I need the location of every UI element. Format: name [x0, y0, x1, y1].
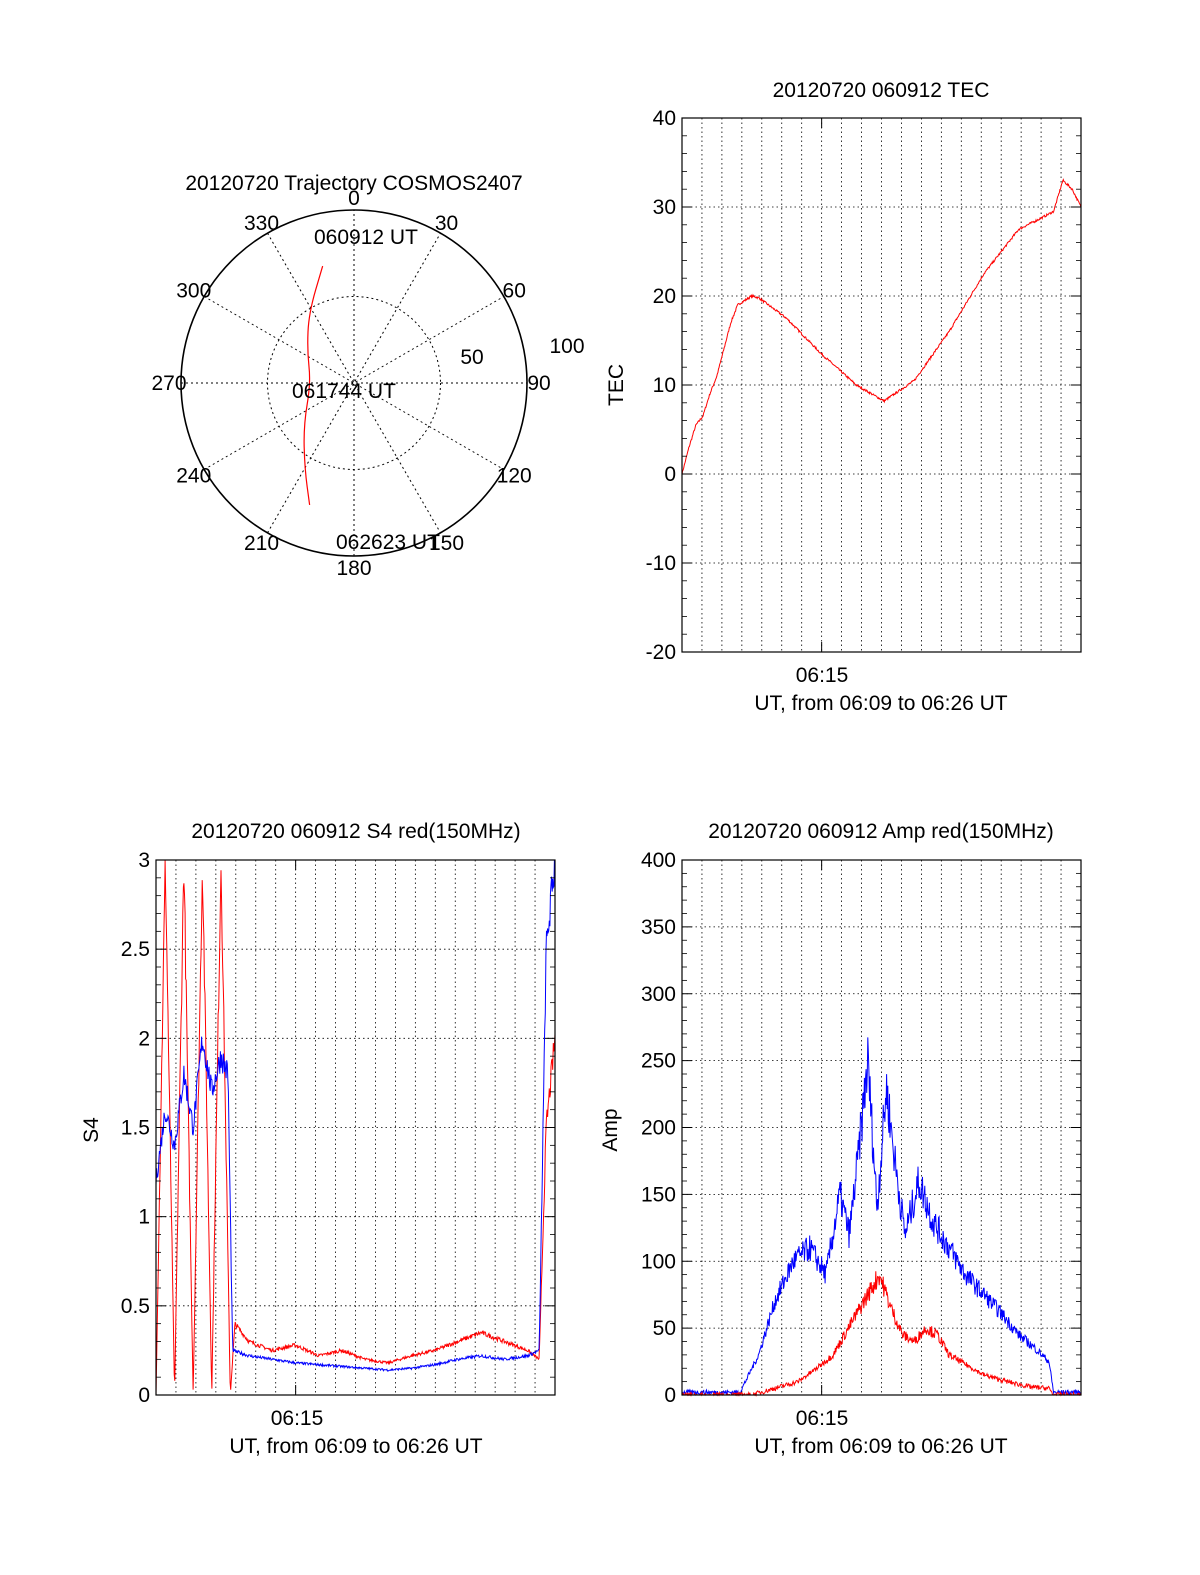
amp-ytick-label: 0 — [664, 1384, 676, 1407]
tec-xtick-label: 06:15 — [796, 664, 849, 687]
s4-panel: 20120720 060912 S4 red(150MHz) S4 06:15 … — [80, 820, 556, 1458]
amp-ytick-label: 200 — [641, 1117, 676, 1140]
radial-label-50: 50 — [460, 346, 483, 369]
s4-series-red — [155, 859, 556, 1395]
s4-ytick-label: 3 — [138, 849, 150, 872]
tec-xlabel: UT, from 06:09 to 06:26 UT — [754, 692, 1007, 715]
amp-grid — [682, 860, 1081, 1395]
angle-label: 120 — [497, 465, 532, 488]
tec-ytick-label: 20 — [653, 285, 676, 308]
tec-title: 20120720 060912 TEC — [773, 79, 990, 102]
tec-ytick-label: -10 — [646, 552, 676, 575]
amp-xtick-label: 06:15 — [796, 1407, 849, 1430]
amp-panel: 20120720 060912 Amp red(150MHz) Amp 06:1… — [599, 820, 1082, 1458]
s4-title: 20120720 060912 S4 red(150MHz) — [191, 820, 520, 843]
amp-ytick-label: 50 — [653, 1317, 676, 1340]
angle-label: 0 — [348, 187, 360, 210]
angle-label: 240 — [176, 465, 211, 488]
amp-title: 20120720 060912 Amp red(150MHz) — [708, 820, 1054, 843]
polar-grid — [180, 209, 528, 557]
angle-label: 300 — [176, 280, 211, 303]
tec-grid — [682, 118, 1081, 652]
angle-labels: 0 30 60 90 120 150 180 210 240 270 300 330 — [151, 187, 550, 580]
tec-ytick-label: 10 — [653, 374, 676, 397]
s4-ylabel: S4 — [80, 1117, 103, 1143]
time-label-mid: 061744 UT — [292, 380, 396, 403]
angle-label: 90 — [527, 372, 550, 395]
tec-series-red — [681, 178, 1082, 476]
angle-label: 210 — [244, 532, 279, 555]
amp-ytick-label: 150 — [641, 1183, 676, 1206]
tec-ytick-label: -20 — [646, 641, 676, 664]
amp-ytick-label: 300 — [641, 983, 676, 1006]
amp-ylabel: Amp — [599, 1108, 622, 1151]
trajectory-line — [303, 265, 324, 506]
tec-ytick-label: 40 — [653, 107, 676, 130]
s4-ytick-label: 1.5 — [121, 1117, 150, 1140]
s4-ytick-label: 0 — [138, 1384, 150, 1407]
polar-title: 20120720 Trajectory COSMOS2407 — [185, 172, 522, 195]
amp-xlabel: UT, from 06:09 to 06:26 UT — [754, 1435, 1007, 1458]
angle-label: 60 — [503, 280, 526, 303]
s4-ytick-label: 1 — [138, 1206, 150, 1229]
radial-label-100: 100 — [549, 335, 584, 358]
amp-series-red — [682, 1271, 1082, 1397]
time-label-end: 062623 UT — [336, 531, 440, 554]
angle-label: 30 — [435, 212, 458, 235]
tec-ytick-label: 0 — [664, 463, 676, 486]
polar-trajectory-panel: 20120720 Trajectory COSMOS2407 0 30 60 90 12… — [151, 172, 584, 580]
s4-ytick-label: 2.5 — [121, 938, 150, 961]
s4-ytick-label: 2 — [138, 1027, 150, 1050]
tec-ytick-label: 30 — [653, 196, 676, 219]
angle-label: 270 — [151, 372, 186, 395]
tec-panel: 20120720 060912 TEC TEC 06:15 UT, from 0… — [605, 79, 1082, 715]
amp-ytick-label: 400 — [641, 849, 676, 872]
time-label-start: 060912 UT — [314, 226, 418, 249]
s4-xtick-label: 06:15 — [271, 1407, 324, 1430]
s4-xlabel: UT, from 06:09 to 06:26 UT — [229, 1435, 482, 1458]
amp-ytick-label: 250 — [641, 1050, 676, 1073]
angle-label: 330 — [244, 212, 279, 235]
amp-ytick-label: 350 — [641, 916, 676, 939]
angle-label: 180 — [336, 557, 371, 580]
amp-ytick-label: 100 — [641, 1250, 676, 1273]
s4-series-blue — [155, 859, 556, 1372]
amp-series-blue — [681, 1037, 1082, 1397]
angle-label: 150 — [429, 532, 464, 555]
tec-ylabel: TEC — [605, 364, 628, 406]
s4-ytick-label: 0.5 — [121, 1295, 150, 1318]
